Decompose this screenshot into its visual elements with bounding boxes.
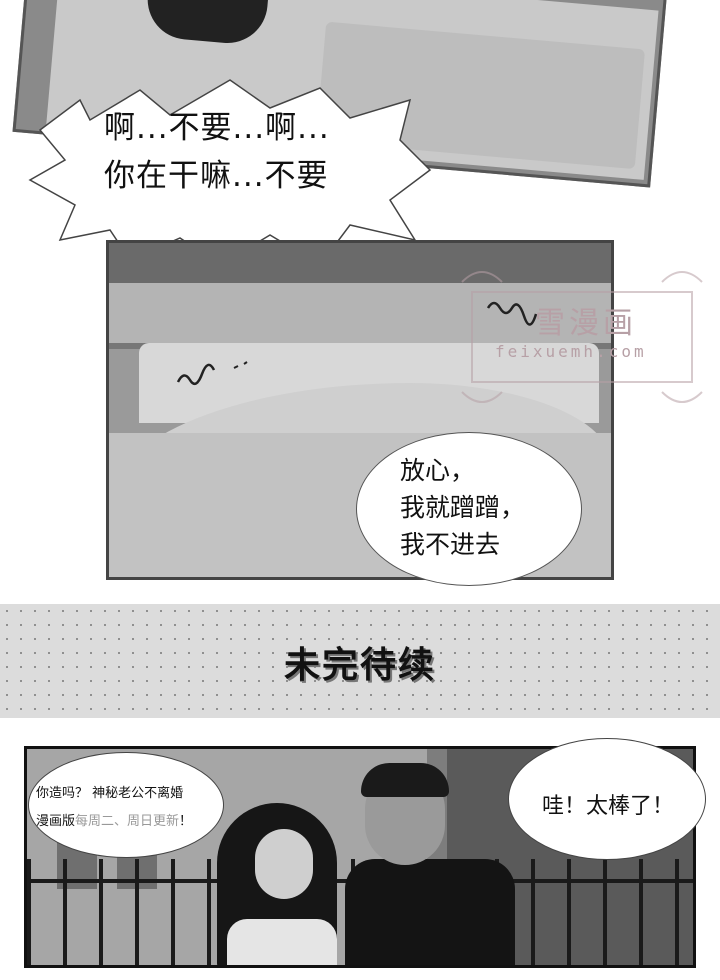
man-hair [361, 763, 449, 797]
reassure-line-3: 我不进去 [400, 530, 501, 559]
reassure-line-2: 我就蹭蹭， [400, 493, 526, 522]
watermark-url: feixuemh.com [495, 342, 647, 361]
wow-text: 哇！太棒了！ [542, 794, 675, 819]
to-be-continued-banner [0, 604, 720, 718]
reassure-bubble [356, 432, 582, 586]
promo-line-1: 你造吗？ 神秘老公不离婚 [36, 786, 184, 801]
promo-title: 漫画版 [36, 814, 76, 829]
to-be-continued-text: 未完待续 [283, 645, 436, 686]
motion-squiggle [176, 361, 248, 386]
promo-end: ！ [179, 814, 193, 829]
reassure-line-1: 放心， [400, 456, 476, 485]
wow-bubble [508, 738, 706, 860]
promo-line-2: 漫画版每周二、周日更新！ [36, 808, 192, 836]
wall [109, 243, 611, 283]
shout-text: 啊...不要...啊... 你在干嘛...不要 [104, 104, 330, 200]
man-shirt [345, 859, 515, 965]
promo-text: 你造吗？ 神秘老公不离婚 漫画版每周二、周日更新！ [36, 780, 192, 836]
woman-face [255, 829, 313, 899]
motion-squiggle [486, 301, 538, 326]
woman-dress [227, 919, 337, 965]
shout-line-2: 你在干嘛...不要 [104, 158, 329, 194]
promo-schedule: 每周二、周日更新 [75, 814, 180, 829]
shout-bubble [28, 79, 432, 266]
reassure-text: 放心， 我就蹭蹭， 我不进去 [400, 452, 525, 563]
promo-bubble [28, 752, 224, 858]
shout-line-1: 啊...不要...啊... [104, 110, 330, 146]
watermark-frame [461, 271, 703, 403]
watermark-title: 雪漫画 [535, 306, 637, 341]
